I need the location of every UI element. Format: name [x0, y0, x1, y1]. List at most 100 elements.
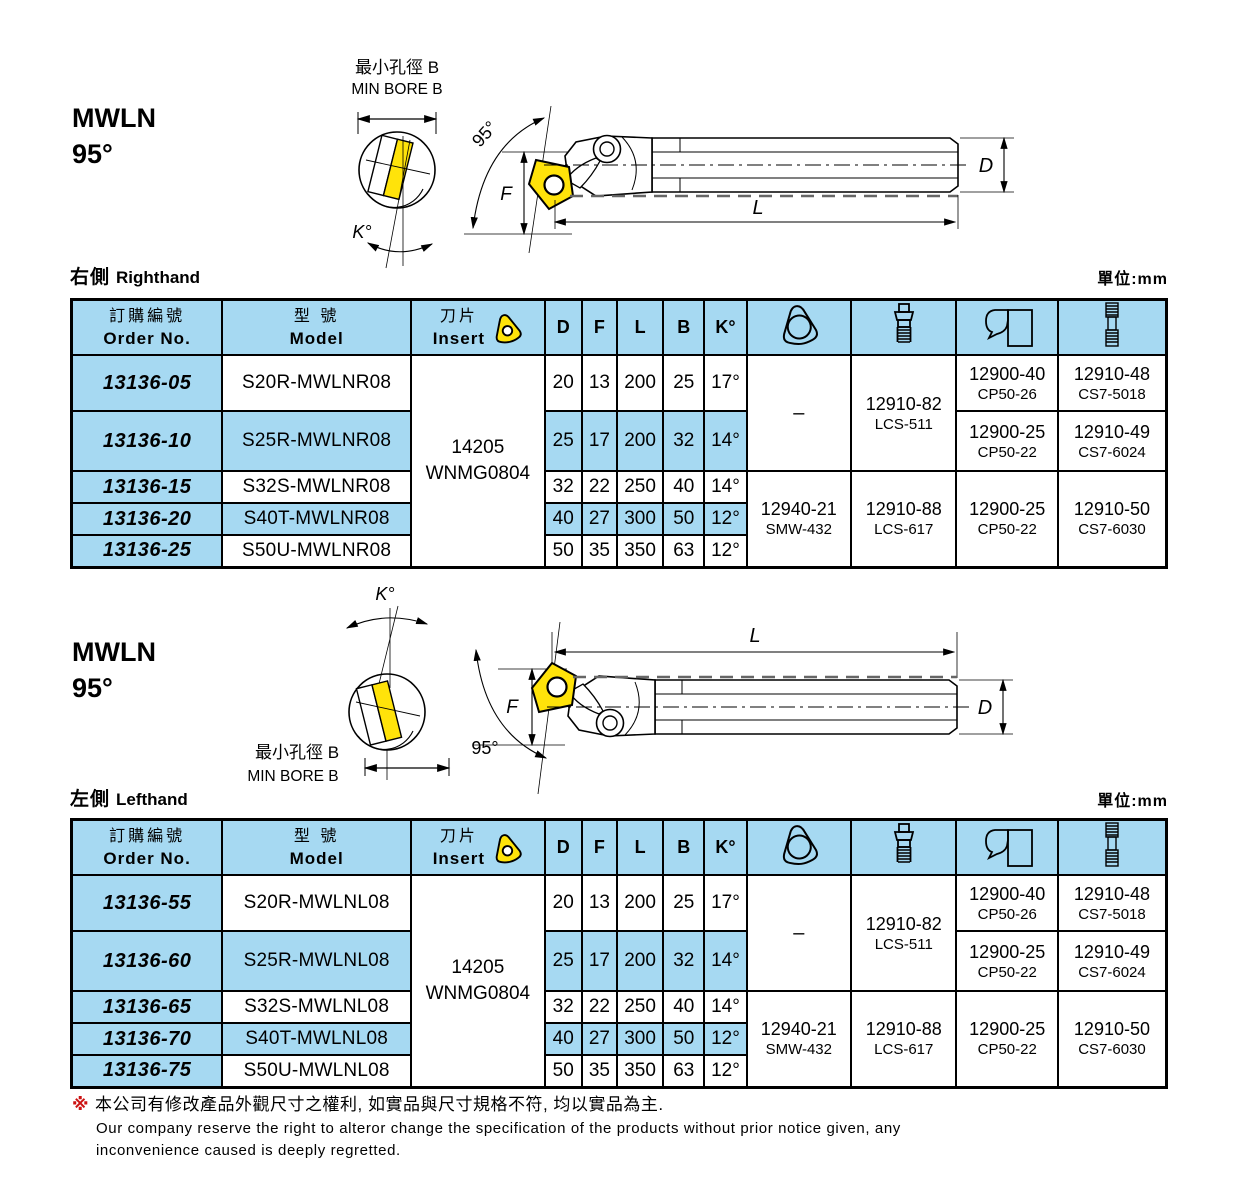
model-cell: S25R-MWLNR08: [221, 410, 413, 472]
trigon-insert-icon: [782, 825, 818, 866]
header-b: B: [662, 298, 706, 356]
header-spare-screw: [850, 298, 958, 356]
header-spare-clamp: [955, 298, 1059, 356]
b-cell: 40: [662, 990, 706, 1024]
spare-insert-cell: 12940-21 SMW-432: [745, 470, 853, 568]
b-cell: 50: [662, 502, 706, 536]
d-cell: 40: [543, 502, 583, 536]
header-l: L: [615, 298, 665, 356]
spare-stud-cell: 12910-49 CS7-6024: [1056, 930, 1168, 992]
header-order-no: 訂購編號 Order No.: [70, 818, 224, 876]
f-cell: 22: [580, 470, 618, 504]
d-cell: 20: [543, 874, 583, 932]
angle-95-label: 95°: [468, 117, 501, 151]
header-spare-insert: [745, 298, 853, 356]
insert-cell: 14205 WNMG0804: [410, 354, 546, 568]
spare-stud-cell: 12910-49 CS7-6024: [1056, 410, 1168, 472]
series-name: MWLN: [72, 637, 156, 667]
k-cell: 14°: [703, 410, 748, 472]
lefthand-section-heading: 左側 Lefthand 單位:mm: [70, 784, 1168, 811]
model-cell: S50U-MWLNR08: [221, 534, 413, 568]
k-label: K°: [352, 222, 371, 242]
righthand-diagram: 最小孔徑 B MIN BORE B K°: [351, 58, 1014, 269]
spare-clamp-cell: 12900-40 CP50-26: [955, 354, 1059, 412]
order-no-cell: 13136-10: [70, 410, 224, 472]
d-cell: 50: [543, 1054, 583, 1088]
b-cell: 40: [662, 470, 706, 504]
disclaimer-zh-line: ※ 本公司有修改產品外觀尺寸之權利, 如實品與尺寸規格不符, 均以實品為主.: [72, 1090, 1172, 1115]
table-row: 13136-15 S32S-MWLNR08 32 22 250 40 14° 1…: [70, 470, 1168, 568]
header-f: F: [580, 298, 618, 356]
spare-clamp-cell: 12900-25 CP50-22: [955, 990, 1059, 1088]
header-order-no: 訂購編號 Order No.: [70, 298, 224, 356]
l-label: L: [752, 197, 763, 219]
order-no-cell: 13136-25: [70, 534, 224, 568]
l-cell: 200: [615, 874, 665, 932]
l-dimension: L: [553, 195, 959, 229]
k-cell: 17°: [703, 354, 748, 412]
table-row: 13136-25 S50U-MWLNR08 50 35 350 63 12°: [70, 534, 1167, 568]
d-cell: 40: [543, 1022, 583, 1056]
order-no-cell: 13136-05: [70, 354, 224, 412]
l-dimension: L: [551, 625, 958, 678]
disclaimer-en-line1: Our company reserve the right to alteror…: [96, 1120, 901, 1137]
k-cell: 12°: [703, 1022, 748, 1056]
unit-label: 單位:mm: [1097, 271, 1168, 288]
lefthand-diagram: K° 最小孔徑 B MIN BORE B: [247, 584, 1013, 795]
reference-mark: ※: [72, 1095, 90, 1114]
d-cell: 50: [543, 534, 583, 568]
header-k: K°: [703, 298, 748, 356]
d-cell: 32: [543, 990, 583, 1024]
series-title-bottom: MWLN 95°: [72, 634, 156, 706]
f-cell: 13: [580, 354, 618, 412]
righthand-section-heading: 右側 Righthand 單位:mm: [70, 262, 1168, 289]
spare-clamp-cell: 12900-40 CP50-26: [955, 874, 1059, 932]
k-cell: 12°: [703, 534, 748, 568]
model-cell: S25R-MWLNL08: [221, 930, 413, 992]
spare-screw-cell: 12910-88 LCS-617: [850, 470, 958, 568]
table-row: 13136-10 S25R-MWLNR08 25 17 200 32 14° 1…: [70, 410, 1168, 472]
section-title: 左側 Lefthand: [70, 784, 188, 811]
spare-stud-cell: 12910-48 CS7-5018: [1056, 354, 1168, 412]
header-row: 訂購編號 Order No. 型 號 Model 刀片 Insert: [70, 818, 1168, 876]
series-angle: 95°: [72, 139, 113, 169]
order-no-cell: 13136-70: [70, 1022, 224, 1056]
spare-screw-cell: 12910-88 LCS-617: [850, 990, 958, 1088]
spare-clamp-cell: 12900-25 CP50-22: [955, 470, 1059, 568]
min-bore-dimension: 最小孔徑 B MIN BORE B: [351, 58, 443, 134]
k-cell: 12°: [703, 502, 748, 536]
l-cell: 250: [615, 990, 665, 1024]
f-cell: 27: [580, 502, 618, 536]
boring-bar: [527, 134, 970, 211]
l-cell: 200: [615, 354, 665, 412]
spare-stud-cell: 12910-50 CS7-6030: [1056, 990, 1168, 1088]
d-label: D: [978, 697, 992, 719]
clamp-screw-icon: [893, 303, 914, 343]
f-cell: 35: [580, 534, 618, 568]
d-cell: 25: [543, 410, 583, 472]
spare-screw-cell: 12910-82 LCS-511: [850, 874, 958, 992]
f-cell: 27: [580, 1022, 618, 1056]
f-dimension: F: [500, 150, 570, 236]
disclaimer-zh-text: 本公司有修改產品外觀尺寸之權利, 如實品與尺寸規格不符, 均以實品為主.: [95, 1095, 664, 1114]
header-spare-stud: [1056, 818, 1168, 876]
table-row: 13136-20 S40T-MWLNR08 40 27 300 50 12°: [70, 502, 1167, 536]
end-view: [348, 673, 426, 780]
spare-clamp-cell: 12900-25 CP50-22: [955, 930, 1059, 992]
order-no-cell: 13136-15: [70, 470, 224, 504]
header-model: 型 號 Model: [221, 298, 413, 356]
spare-screw-cell: 12910-82 LCS-511: [850, 354, 958, 472]
trigon-insert-icon: [782, 305, 818, 346]
l-cell: 300: [615, 1022, 665, 1056]
disclaimer-en-text: Our company reserve the right to alteror…: [96, 1118, 1172, 1162]
d-cell: 20: [543, 354, 583, 412]
header-k: K°: [703, 818, 748, 876]
min-bore-en-label: MIN BORE B: [351, 81, 442, 98]
b-cell: 63: [662, 534, 706, 568]
min-bore-en-label: MIN BORE B: [247, 768, 338, 785]
k-angle: K°: [352, 222, 434, 253]
f-cell: 35: [580, 1054, 618, 1088]
k-cell: 14°: [703, 470, 748, 504]
d-cell: 25: [543, 930, 583, 992]
spare-insert-cell: –: [745, 354, 853, 472]
